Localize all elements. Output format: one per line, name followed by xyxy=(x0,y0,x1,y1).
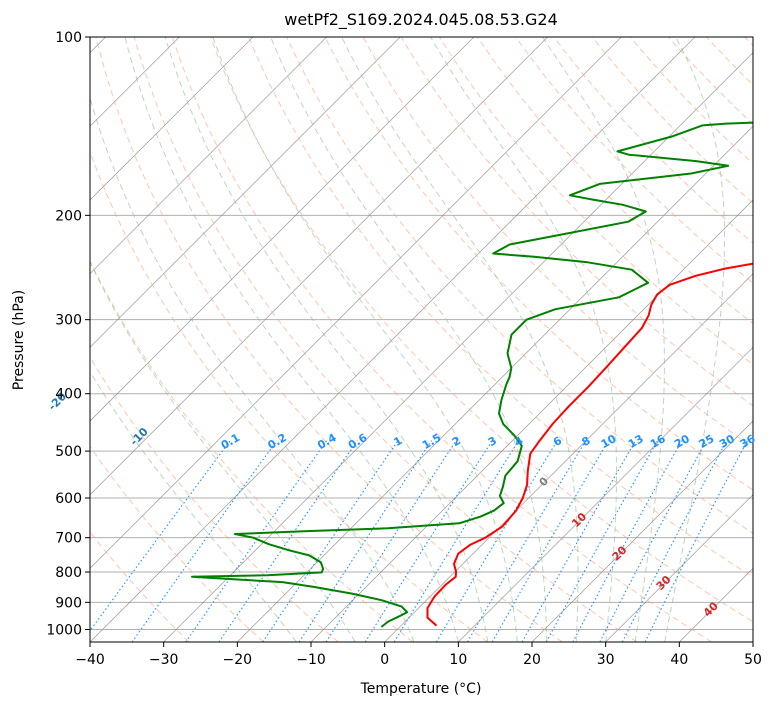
y-tick-label-2: 300 xyxy=(55,313,82,329)
chart-title: wetPf2_S169.2024.045.08.53.G24 xyxy=(284,10,558,30)
isotherm--20 xyxy=(237,125,753,642)
moist-adiabat-38 xyxy=(664,37,726,642)
mixing-ratio-line-5 xyxy=(298,440,432,642)
mixing-ratio-line-12 xyxy=(521,440,637,642)
isotherm--100 xyxy=(90,37,254,201)
dry-adiabat-70 xyxy=(286,37,753,534)
x-tick-label-7: 30 xyxy=(597,652,615,668)
isotherm-10 xyxy=(458,346,753,642)
x-tick-label-3: −10 xyxy=(296,652,326,668)
x-tick-label-5: 10 xyxy=(449,652,467,668)
isotherm-0 xyxy=(384,273,753,642)
mixing-ratio-line-13 xyxy=(545,440,659,642)
isotherm--70 xyxy=(90,37,475,422)
mixing-ratio-line-4 xyxy=(262,440,399,642)
x-tick-label-6: 20 xyxy=(523,652,541,668)
dry-adiabat-80 xyxy=(324,37,753,491)
isotherm--80 xyxy=(90,37,401,348)
dry-adiabat-130 xyxy=(515,37,753,284)
isotherm--50 xyxy=(90,37,622,569)
isotherm-50 xyxy=(752,641,753,642)
moist-adiabat--12 xyxy=(90,370,297,642)
y-axis-label: Pressure (hPa) xyxy=(11,290,27,390)
y-tick-label-9: 1000 xyxy=(46,622,82,638)
mixing-ratio-line-10 xyxy=(467,440,587,642)
x-tick-label-4: 0 xyxy=(380,652,389,668)
y-tick-label-1: 200 xyxy=(55,208,82,224)
moist-adiabat--4 xyxy=(90,260,356,642)
isotherm-20 xyxy=(531,420,753,642)
plot-layers xyxy=(90,37,753,642)
y-tick-label-0: 100 xyxy=(55,30,82,46)
mixing-ratio-line-0 xyxy=(90,440,231,632)
x-tick-label-0: −40 xyxy=(75,652,105,668)
moist-adiabat-26 xyxy=(341,37,579,642)
mixing-ratio-line-8 xyxy=(393,440,520,642)
dry-adiabat--20 xyxy=(90,445,264,642)
x-tick-label-8: 40 xyxy=(670,652,688,668)
isotherm--60 xyxy=(90,37,548,496)
x-tick-label-2: −20 xyxy=(223,652,253,668)
dry-adiabat-0 xyxy=(90,259,414,642)
moist-adiabat-4 xyxy=(90,96,415,642)
y-tick-label-3: 400 xyxy=(55,387,82,403)
mixing-ratio-line-11 xyxy=(491,440,609,642)
dewpoint-profile xyxy=(191,121,753,628)
moist-adiabat-34 xyxy=(542,37,665,642)
y-tick-label-8: 900 xyxy=(55,595,82,611)
mixing-ratio-line-1 xyxy=(131,440,278,642)
dry-adiabat-50 xyxy=(210,37,753,623)
x-axis-label: Temperature (°C) xyxy=(360,681,482,697)
y-tick-label-6: 700 xyxy=(55,531,82,547)
y-tick-label-4: 500 xyxy=(55,444,82,460)
isotherm-30 xyxy=(605,494,753,642)
plot-area xyxy=(90,37,753,642)
y-tick-label-7: 800 xyxy=(55,565,82,581)
moist-adiabat-22 xyxy=(270,37,548,642)
mixing-ratio-line-17 xyxy=(644,440,748,642)
plot-frame xyxy=(89,36,754,643)
dry-adiabat-60 xyxy=(248,37,753,578)
mixing-ratio-line-6 xyxy=(325,440,457,642)
dry-adiabat--10 xyxy=(90,356,339,642)
dry-adiabat-40 xyxy=(171,37,712,642)
mixing-ratio-line-14 xyxy=(572,440,683,642)
moist-adiabat-14 xyxy=(164,37,489,642)
x-tick-label-1: −30 xyxy=(149,652,179,668)
mixing-ratio-line-2 xyxy=(185,440,328,642)
isotherm--40 xyxy=(90,37,696,642)
mixing-ratio-line-7 xyxy=(364,440,493,642)
temperature-profile xyxy=(426,262,753,627)
moist-adiabat-18 xyxy=(212,37,518,642)
isotherm--90 xyxy=(90,37,327,275)
moist-adiabat-30 xyxy=(430,37,617,642)
x-tick-label-9: 50 xyxy=(744,652,762,668)
moist-adiabat-10 xyxy=(124,37,459,642)
y-tick-label-5: 600 xyxy=(55,491,82,507)
mixing-ratio-line-9 xyxy=(435,440,558,642)
dry-adiabat-20 xyxy=(95,37,563,642)
